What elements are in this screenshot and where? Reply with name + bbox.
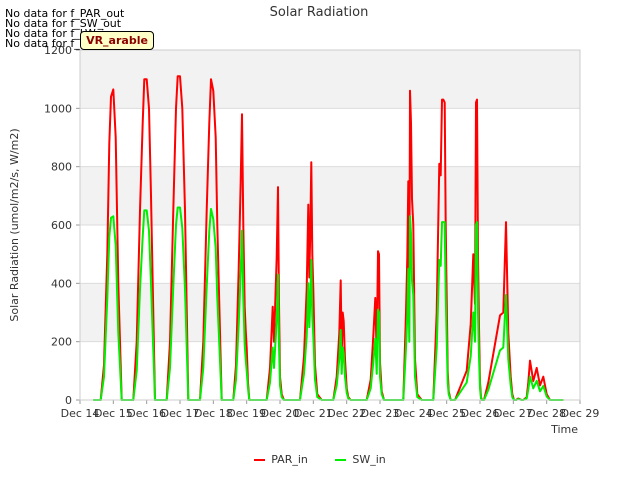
x-tick-label: Dec 15: [94, 407, 133, 420]
x-tick-label: Dec 28: [527, 407, 566, 420]
legend-swatch-sw-in: [335, 459, 347, 461]
series-line-sw-in: [93, 206, 564, 401]
plot-band: [80, 50, 580, 109]
y-tick-label: 800: [51, 161, 72, 174]
no-data-notice: No data for f_SW_out: [5, 17, 122, 30]
x-tick-label: Dec 26: [461, 407, 500, 420]
legend: PAR_in SW_in: [0, 453, 640, 466]
legend-item-sw-in: SW_in: [335, 453, 386, 466]
no-data-notice: No data for f_LW_out: [5, 37, 120, 50]
chart-title: Solar Radiation: [270, 5, 369, 20]
y-tick-label: 600: [51, 219, 72, 232]
y-axis-label: Solar Radiation (umol/m2/s, W/m2): [8, 128, 21, 321]
y-tick-label: 200: [51, 336, 72, 349]
legend-swatch-par-in: [254, 459, 266, 461]
legend-item-par-in: PAR_in: [254, 453, 308, 466]
x-tick-label: Dec 21: [294, 407, 333, 420]
y-tick-label: 400: [51, 277, 72, 290]
site-badge: VR_arable: [80, 31, 154, 50]
x-tick-label: Dec 23: [361, 407, 400, 420]
x-tick-label: Dec 29: [561, 407, 600, 420]
x-tick-label: Dec 24: [394, 407, 433, 420]
plot-frame: [79, 49, 581, 401]
plot-band: [80, 166, 580, 225]
x-tick-label: Dec 22: [327, 407, 366, 420]
y-tick-label: 1000: [44, 102, 72, 115]
legend-label-par-in: PAR_in: [271, 453, 308, 466]
x-axis-label: Time: [550, 423, 578, 436]
x-tick-label: Dec 20: [261, 407, 300, 420]
x-tick-label: Dec 14: [61, 407, 100, 420]
no-data-notice: No data for f_PAR_out: [5, 7, 125, 20]
no-data-notice: No data for f_LW_in: [5, 27, 112, 40]
y-tick-label: 1200: [44, 44, 72, 57]
x-tick-label: Dec 27: [494, 407, 533, 420]
x-tick-label: Dec 18: [194, 407, 233, 420]
x-tick-label: Dec 16: [127, 407, 166, 420]
y-tick-label: 0: [65, 394, 72, 407]
x-tick-label: Dec 25: [427, 407, 466, 420]
x-tick-label: Dec 17: [161, 407, 200, 420]
x-tick-label: Dec 19: [227, 407, 266, 420]
legend-label-sw-in: SW_in: [352, 453, 386, 466]
